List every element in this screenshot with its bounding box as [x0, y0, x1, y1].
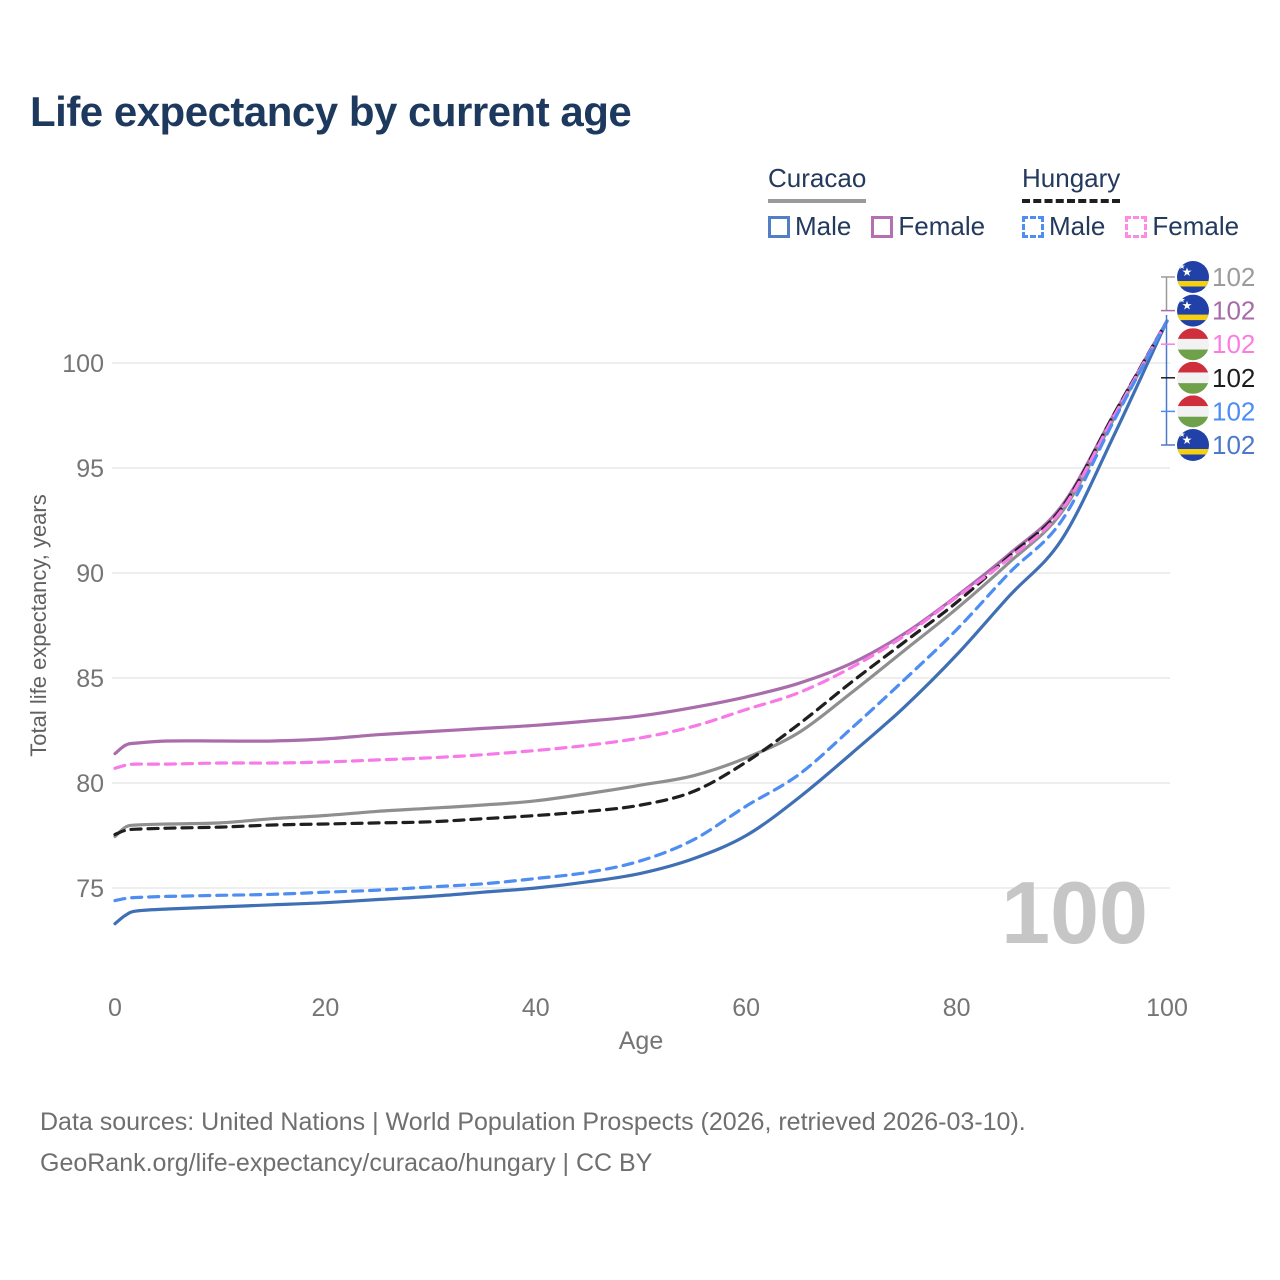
series-line-curacao-male[interactable] — [113, 319, 1169, 926]
age-watermark: 100 — [1001, 863, 1148, 962]
flag-curacao-icon[interactable]: ★★ — [1177, 294, 1209, 327]
legend-label-curacao-female: Female — [898, 211, 986, 241]
y-tick-label: 85 — [76, 665, 104, 693]
series-line-curacao-total[interactable] — [113, 319, 1169, 839]
y-tick-label: 100 — [62, 350, 104, 378]
svg-text:★: ★ — [1182, 433, 1193, 447]
end-value-label: 102 — [1212, 363, 1255, 393]
x-tick-label: 60 — [732, 994, 760, 1022]
legend-label-curacao-male: Male — [795, 211, 852, 241]
y-axis-title: Total life expectancy, years — [26, 494, 51, 757]
page-title: Life expectancy by current age — [30, 88, 632, 135]
x-tick-label: 80 — [943, 994, 971, 1022]
end-value-label: 102 — [1212, 430, 1255, 460]
y-tick-label: 80 — [76, 770, 104, 798]
legend-header-hungary[interactable]: Hungary — [1022, 163, 1121, 203]
y-tick-label: 90 — [76, 560, 104, 588]
legend-row-curacao: Male Female — [768, 211, 985, 242]
flag-hungary-icon[interactable] — [1177, 361, 1209, 395]
legend-group-hungary: Hungary Male Female — [1022, 163, 1239, 242]
legend-row-hungary: Male Female — [1022, 211, 1239, 242]
svg-text:★: ★ — [1182, 265, 1193, 279]
series-line-hungary-male[interactable] — [113, 319, 1169, 903]
svg-text:★: ★ — [1178, 430, 1185, 439]
svg-text:★: ★ — [1182, 299, 1193, 313]
series-line-hungary-female[interactable] — [113, 319, 1169, 770]
footer: Data sources: United Nations | World Pop… — [40, 1102, 1026, 1184]
legend-swatch-curacao-male — [768, 215, 790, 238]
georank-link[interactable]: GeoRank.org/life-expectancy/curacao/hung… — [40, 1149, 653, 1177]
life-expectancy-chart: 75 80 85 90 95 100 100 0 20 40 60 80 100 Age Total lif… — [26, 261, 1255, 1055]
legend-label-hungary-female: Female — [1152, 211, 1240, 241]
y-tick-label: 75 — [76, 875, 104, 903]
end-value-label: 102 — [1212, 396, 1255, 426]
legend-group-curacao: Curacao Male Female — [768, 163, 985, 242]
flag-hungary-icon[interactable] — [1177, 328, 1209, 361]
end-value-label: 102 — [1212, 296, 1255, 326]
series-line-curacao-female[interactable] — [113, 319, 1169, 756]
legend-item-hungary-female[interactable]: Female — [1125, 211, 1239, 242]
legend-label-hungary-male: Male — [1049, 211, 1106, 241]
svg-text:★: ★ — [1178, 296, 1185, 305]
y-tick-label: 95 — [76, 455, 104, 483]
legend-item-curacao-male[interactable]: Male — [768, 211, 851, 242]
x-tick-label: 100 — [1146, 994, 1188, 1022]
flag-curacao-icon[interactable]: ★★ — [1177, 261, 1209, 293]
x-tick-label: 40 — [522, 994, 550, 1022]
legend-swatch-hungary-female — [1125, 215, 1148, 238]
end-value-label: 102 — [1212, 329, 1255, 359]
legend-item-hungary-male[interactable]: Male — [1022, 211, 1105, 242]
svg-text:★: ★ — [1178, 262, 1185, 271]
x-tick-label: 0 — [108, 994, 122, 1022]
legend-header-curacao[interactable]: Curacao — [768, 163, 867, 203]
legend-swatch-curacao-female — [871, 215, 894, 238]
x-tick-label: 20 — [311, 994, 339, 1022]
end-value-label: 102 — [1212, 262, 1255, 292]
series-line-hungary-total[interactable] — [113, 319, 1169, 837]
x-axis-title: Age — [619, 1027, 663, 1055]
legend-swatch-hungary-male — [1022, 215, 1044, 238]
flag-curacao-icon[interactable]: ★★ — [1177, 429, 1209, 461]
legend-item-curacao-female[interactable]: Female — [871, 211, 985, 242]
data-sources-text: Data sources: United Nations | World Pop… — [40, 1108, 1026, 1136]
flag-hungary-icon[interactable] — [1177, 395, 1209, 428]
